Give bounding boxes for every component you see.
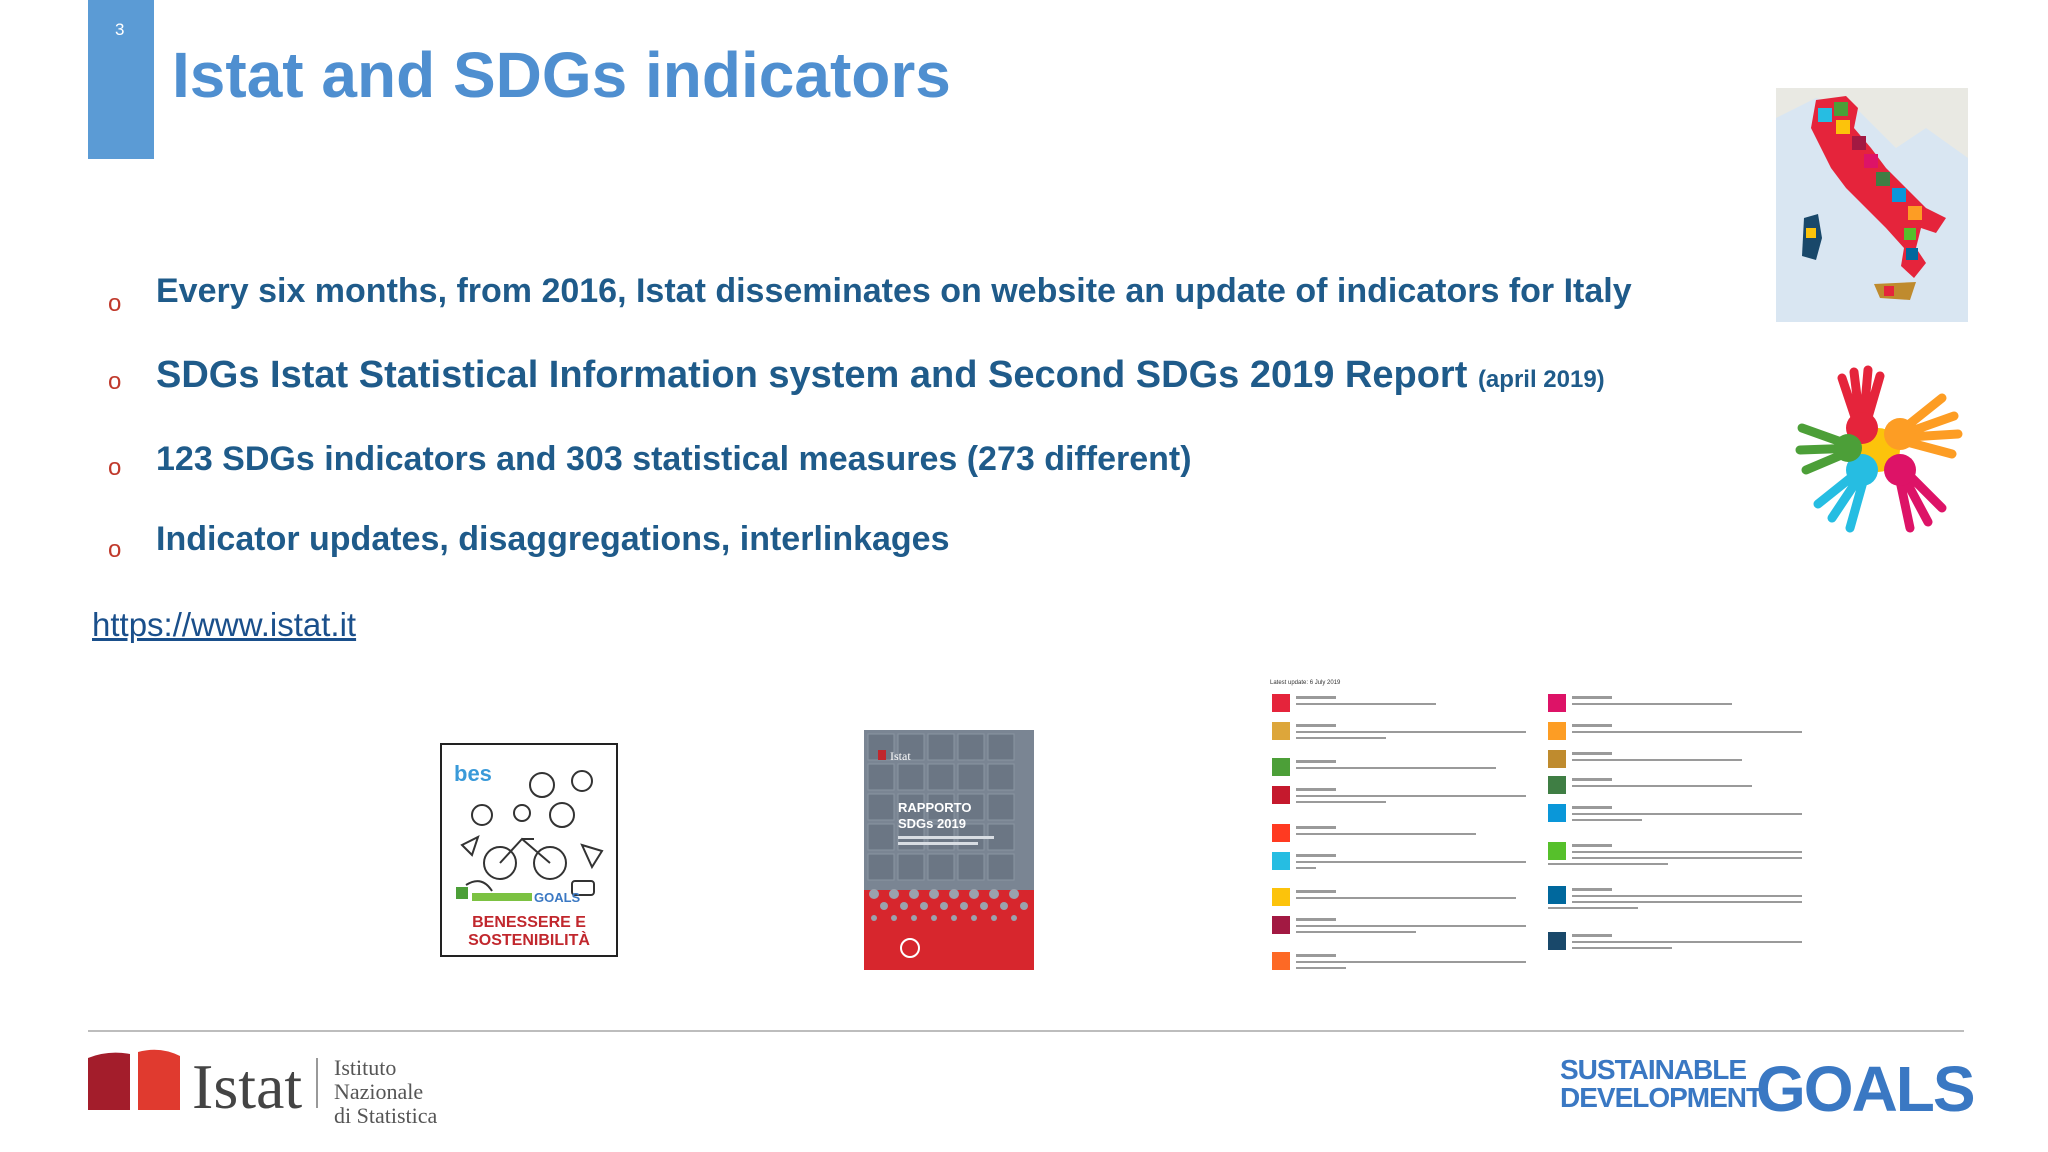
bullet-main-text: SDGs Istat Statistical Information syste… — [156, 354, 1478, 396]
report-title-line1: RAPPORTO — [898, 800, 971, 815]
footer-divider — [88, 1030, 1964, 1032]
istat-website-link[interactable]: https://www.istat.it — [92, 606, 357, 643]
bullet-marker: o — [108, 368, 122, 395]
bes-title-line2: SOSTENIBILITÀ — [468, 930, 590, 949]
bes-brand: bes — [454, 761, 492, 786]
bes-goals-word: GOALS — [534, 890, 581, 905]
istat-logo-word: Istat — [192, 1051, 303, 1122]
bullet-date-note: (april 2019) — [1477, 366, 1605, 393]
italy-sdg-map-image — [1776, 88, 1968, 322]
bes-report-cover: bes GOALS BENESSERE E SOSTENIBILITÀ — [440, 743, 618, 957]
bullet-marker: o — [108, 536, 122, 563]
bullet-marker: o — [108, 290, 122, 317]
slide-title: Istat and SDGs indicators — [172, 39, 951, 111]
bullet-text: SDGs Istat Statistical Information syste… — [156, 354, 1605, 397]
bullet-text: Indicator updates, disaggregations, inte… — [156, 520, 950, 558]
sdg-logo-goals: GOALS — [1756, 1053, 1976, 1125]
istat-logo-subtitle: Istituto Nazionale di Statistica — [334, 1056, 468, 1128]
bullet-text: Every six months, from 2016, Istat disse… — [156, 272, 1632, 310]
sdg-line1: SUSTAINABLE — [1560, 1054, 1747, 1085]
istat-sub-line1: Istituto Nazionale — [334, 1055, 424, 1104]
bes-cover-artwork: bes GOALS BENESSERE E SOSTENIBILITÀ — [454, 761, 604, 949]
istat-logo-separator — [316, 1058, 318, 1108]
bullet-text: 123 SDGs indicators and 303 statistical … — [156, 440, 1192, 478]
istat-logo: Istat Istituto Nazionale di Statistica — [88, 1046, 468, 1128]
goals-list-header: Latest update: 6 July 2019 — [1270, 680, 1341, 686]
sdg-logo: SUSTAINABLE DEVELOPMENT GOALS — [1560, 1052, 1976, 1125]
istat-sub-line2: di Statistica — [334, 1103, 438, 1128]
sdg-logo-small-text: SUSTAINABLE DEVELOPMENT — [1560, 1054, 1763, 1113]
report-brand: Istat — [890, 749, 911, 763]
sdgs-2019-report-cover: Istat RAPPORTO SDGs 2019 — [864, 730, 1034, 970]
istat-logo-mark — [88, 1049, 180, 1110]
report-title-line2: SDGs 2019 — [898, 816, 966, 831]
accent-bar — [88, 0, 154, 159]
sdg-line2: DEVELOPMENT — [1560, 1082, 1763, 1113]
bullet-marker: o — [108, 454, 122, 481]
colorful-hands-image — [1795, 365, 1963, 533]
slide-number: 3 — [115, 20, 125, 39]
bes-title-line1: BENESSERE E — [472, 914, 586, 931]
sdg-goals-list-image: Latest update: 6 July 2019 — [1266, 674, 1814, 1000]
